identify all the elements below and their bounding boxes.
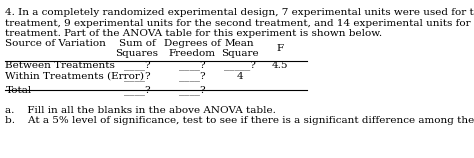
- Text: 4.5: 4.5: [272, 61, 289, 70]
- Text: b.    At a 5% level of significance, test to see if there is a significant diffe: b. At a 5% level of significance, test t…: [5, 116, 474, 125]
- Text: Mean: Mean: [225, 39, 255, 48]
- Text: Degrees of: Degrees of: [164, 39, 221, 48]
- Text: a.    Fill in all the blanks in the above ANOVA table.: a. Fill in all the blanks in the above A…: [5, 106, 276, 115]
- Text: Source of Variation: Source of Variation: [5, 39, 106, 48]
- Text: Total: Total: [5, 86, 32, 95]
- Text: 4. In a completely randomized experimental design, 7 experimental units were use: 4. In a completely randomized experiment…: [5, 8, 474, 17]
- Text: ____?: ____?: [179, 60, 206, 70]
- Text: treatment, 9 experimental units for the second treatment, and 14 experimental un: treatment, 9 experimental units for the …: [5, 18, 474, 27]
- Text: treatment. Part of the ANOVA table for this experiment is shown below.: treatment. Part of the ANOVA table for t…: [5, 29, 383, 38]
- Text: F: F: [277, 44, 284, 53]
- Text: Sum of: Sum of: [118, 39, 155, 48]
- Text: ____?: ____?: [124, 85, 150, 95]
- Text: ____?: ____?: [179, 71, 206, 81]
- Text: _____?: _____?: [224, 60, 255, 70]
- Text: Square: Square: [221, 49, 258, 58]
- Text: ____?: ____?: [179, 85, 206, 95]
- Text: ____?: ____?: [124, 60, 150, 70]
- Text: ____?: ____?: [124, 71, 150, 81]
- Text: Freedom: Freedom: [169, 49, 216, 58]
- Text: 4: 4: [237, 72, 243, 81]
- Text: Between Treatments: Between Treatments: [5, 61, 115, 70]
- Text: Squares: Squares: [116, 49, 159, 58]
- Text: Within Treatments (Error): Within Treatments (Error): [5, 72, 145, 81]
